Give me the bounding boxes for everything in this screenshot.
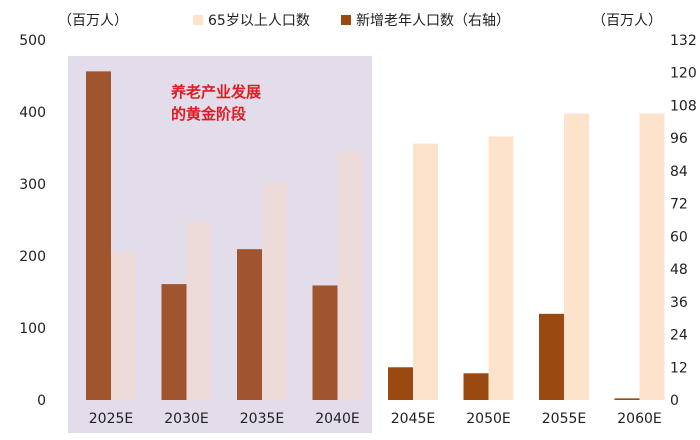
right-tick-label: 132	[670, 33, 697, 49]
bar-65plus-2045E	[413, 143, 438, 400]
bar-new-elderly-2045E	[388, 367, 413, 400]
x-tick-label: 2025E	[89, 411, 133, 427]
bar-65plus-2040E	[337, 151, 363, 400]
bar-65plus-2055E	[564, 113, 589, 400]
x-tick-label: 2035E	[240, 411, 284, 427]
x-tick-label: 2045E	[391, 411, 435, 427]
bar-65plus-2060E	[639, 113, 665, 400]
left-tick-label: 0	[37, 393, 46, 409]
right-tick-label: 96	[670, 131, 688, 147]
right-tick-label: 108	[670, 98, 697, 114]
annotation-line-2: 的黄金阶段	[171, 105, 246, 123]
x-tick-label: 2060E	[617, 411, 661, 427]
right-tick-label: 60	[670, 229, 688, 245]
left-tick-label: 400	[19, 105, 46, 121]
legend-label-new-elderly: 新增老年人口数（右轴）	[356, 13, 510, 29]
bar-new-elderly-2040E	[312, 285, 338, 400]
right-axis-unit: （百万人）	[592, 13, 662, 29]
right-tick-label: 48	[670, 262, 688, 278]
bar-new-elderly-2055E	[539, 313, 564, 400]
legend-swatch-65plus	[193, 15, 203, 25]
bar-new-elderly-2035E	[237, 249, 262, 400]
right-tick-label: 12	[670, 360, 688, 376]
bar-new-elderly-2050E	[463, 373, 489, 400]
left-tick-label: 200	[19, 249, 46, 265]
x-tick-label: 2050E	[466, 411, 510, 427]
bar-65plus-2025E	[111, 252, 136, 400]
bars-group	[86, 71, 665, 401]
bar-new-elderly-2030E	[161, 284, 187, 400]
right-tick-label: 72	[670, 197, 688, 213]
x-tick-label: 2040E	[315, 411, 359, 427]
bar-65plus-2035E	[262, 182, 287, 400]
annotation-line-1: 养老产业发展	[170, 83, 261, 101]
left-tick-label: 300	[19, 177, 46, 193]
left-axis-unit: （百万人）	[58, 13, 128, 29]
x-axis-ticks: 2025E 2030E 2035E 2040E 2045E 2050E 2055E 2060E	[89, 411, 662, 427]
right-tick-label: 120	[670, 66, 697, 82]
bar-new-elderly-2025E	[86, 71, 111, 400]
x-tick-label: 2030E	[164, 411, 208, 427]
right-tick-label: 36	[670, 295, 688, 311]
right-tick-label: 84	[670, 164, 688, 180]
bar-65plus-2030E	[186, 221, 212, 400]
bar-65plus-2050E	[488, 136, 514, 401]
bar-new-elderly-2060E	[614, 398, 640, 400]
right-tick-label: 0	[670, 393, 679, 409]
x-tick-label: 2055E	[542, 411, 586, 427]
right-axis-ticks: 0 12 24 36 48 60 72 84 96 108 120 132	[670, 33, 697, 409]
left-tick-label: 100	[19, 321, 46, 337]
left-axis-ticks: 0 100 200 300 400 500	[19, 33, 46, 409]
legend-swatch-new-elderly	[341, 15, 351, 25]
left-tick-label: 500	[19, 33, 46, 49]
right-tick-label: 24	[670, 328, 688, 344]
legend-label-65plus: 65岁以上人口数	[208, 13, 310, 29]
